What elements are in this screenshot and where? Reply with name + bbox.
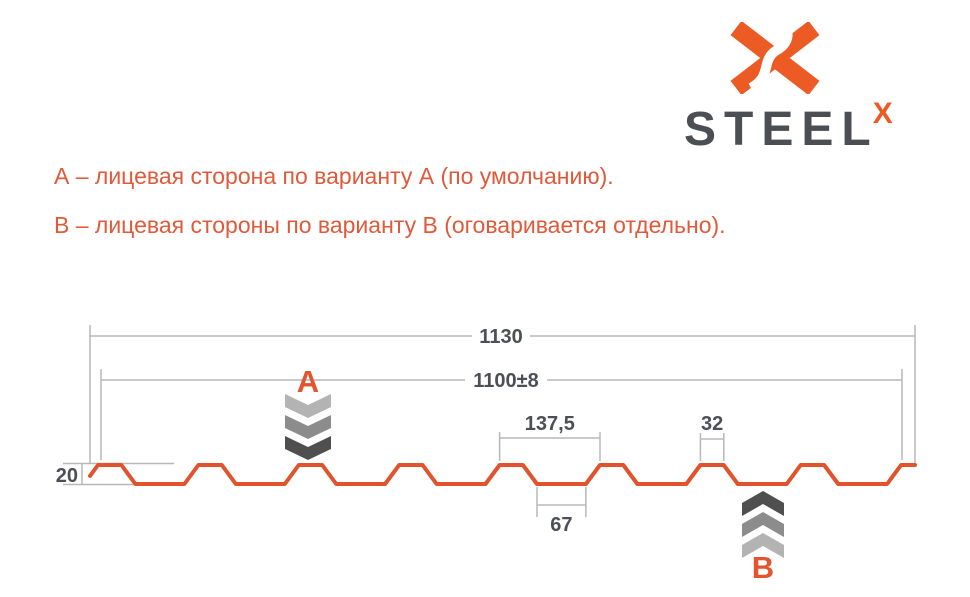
marker-b-label: В [752,550,774,585]
chevron-up-icon [742,533,784,558]
dim-overall-width: 1130 [479,326,522,348]
chevron-up-icon [742,512,784,537]
chevron-up-icon [742,491,784,516]
steelx-logo-icon [730,22,820,94]
marker-side-b: В [742,491,784,585]
dim-rib-pitch: 137,5 [525,413,575,435]
chevron-down-icon [285,415,331,439]
logo-text: STEEL [684,103,879,156]
profile-line [88,463,917,486]
marker-side-a: А [285,364,331,460]
legend-line-a: А – лицевая сторона по варианту А (по ум… [54,163,614,189]
logo-wordmark: STEELX [684,97,893,157]
dim-rib-bottom-width: 67 [550,514,572,536]
dimension-lines [63,325,916,517]
marker-a-label: А [297,364,319,399]
dim-working-width: 1100±8 [473,370,539,392]
logo-sup-x: X [872,97,893,130]
dim-profile-height: 20 [56,465,78,487]
dim-rib-top-width: 32 [701,413,723,435]
chevron-down-icon [285,436,331,460]
chevron-down-icon [285,394,331,418]
legend-line-b: В – лицевая стороны по варианту В (огова… [54,212,726,238]
dimension-labels: 1130 1100±8 137,5 32 67 20 [56,326,723,536]
